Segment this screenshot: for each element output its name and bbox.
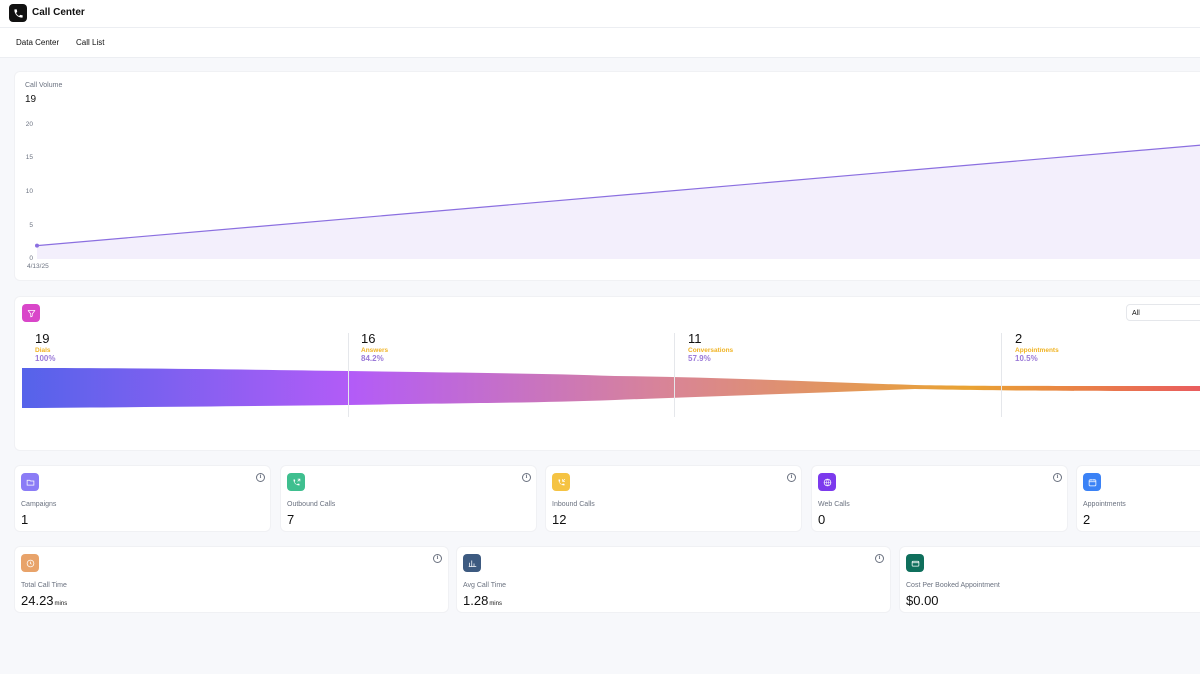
- wallet-icon: [906, 554, 924, 572]
- stat-value: 1.28mins: [463, 593, 502, 608]
- clock-icon: [21, 554, 39, 572]
- stat-value: 2: [1083, 512, 1091, 527]
- metric-unit: mins: [54, 601, 68, 607]
- folder-icon: [21, 473, 39, 491]
- stat-value: 24.23mins: [21, 593, 67, 608]
- tab-data-center[interactable]: Data Center: [16, 38, 60, 47]
- call-volume-card: Call Volume 19 20 15 10 5 0 4/13/25: [14, 71, 1200, 281]
- stat-value: 7: [287, 512, 295, 527]
- metric-card-total-call-time: i Total Call Time 24.23mins: [14, 546, 449, 613]
- stage-count: 19: [35, 331, 50, 346]
- stat-label: Avg Call Time: [463, 582, 507, 589]
- stat-label: Campaigns: [21, 501, 57, 508]
- phone-outgoing-icon: [287, 473, 305, 491]
- stat-label: Outbound Calls: [287, 501, 336, 508]
- stat-card-inbound-calls: i Inbound Calls 12: [545, 465, 802, 532]
- stage-percent: 10.5%: [1015, 354, 1038, 363]
- stage-percent: 57.9%: [688, 354, 711, 363]
- funnel-stage-appointments: 2 Appointments 10.5%: [1015, 331, 1059, 363]
- stat-card-appointments: Appointments 2: [1076, 465, 1200, 532]
- info-icon[interactable]: i: [875, 554, 884, 563]
- stat-card-campaigns: i Campaigns 1: [14, 465, 271, 532]
- metric-card-avg-call-time: i Avg Call Time 1.28mins: [456, 546, 891, 613]
- stat-value: 1: [21, 512, 29, 527]
- chart-icon: [463, 554, 481, 572]
- y-tick-label: 20: [25, 121, 33, 128]
- stat-card-web-calls: i Web Calls 0: [811, 465, 1068, 532]
- y-tick-label: 5: [29, 222, 33, 229]
- stage-name: Dials: [35, 347, 51, 354]
- metric-unit: mins: [489, 601, 502, 607]
- info-icon[interactable]: i: [256, 473, 265, 482]
- top-bar: Call Center: [0, 0, 1200, 28]
- phone-incoming-icon: [552, 473, 570, 491]
- metric-value: 1.28: [463, 593, 489, 608]
- stage-count: 11: [688, 331, 702, 346]
- info-icon[interactable]: i: [1053, 473, 1062, 482]
- funnel-filter-select[interactable]: All: [1126, 304, 1200, 321]
- stage-count: 16: [361, 331, 376, 346]
- stage-percent: 100%: [35, 354, 56, 363]
- stat-label: Total Call Time: [21, 582, 67, 589]
- funnel-stage-conversations: 11 Conversations 57.9%: [688, 331, 733, 363]
- funnel-stage-answers: 16 Answers 84.2%: [361, 331, 388, 363]
- y-tick-label: 15: [25, 154, 33, 161]
- stage-percent: 84.2%: [361, 354, 384, 363]
- stat-value: 12: [552, 512, 567, 527]
- call-volume-chart: [35, 144, 1200, 259]
- info-icon[interactable]: i: [787, 473, 796, 482]
- stat-label: Web Calls: [818, 501, 850, 508]
- stage-name: Answers: [361, 347, 389, 354]
- metric-value: 24.23: [21, 593, 54, 608]
- y-tick-label: 0: [29, 255, 33, 262]
- nav-bar: Data Center Call List: [0, 28, 1200, 58]
- y-tick-label: 10: [25, 188, 33, 195]
- tab-call-list[interactable]: Call List: [76, 38, 105, 47]
- stage-divider: [674, 333, 675, 417]
- stat-label: Appointments: [1083, 501, 1126, 508]
- funnel-chart: [22, 368, 1200, 408]
- stage-name: Appointments: [1015, 347, 1059, 354]
- stat-card-outbound-calls: i Outbound Calls 7: [280, 465, 537, 532]
- stat-label: Cost Per Booked Appointment: [906, 582, 1000, 589]
- info-icon[interactable]: i: [433, 554, 442, 563]
- call-volume-area: [37, 145, 1200, 259]
- stat-value: $0.00: [906, 593, 939, 608]
- funnel-stage-dials: 19 Dials 100%: [35, 331, 55, 363]
- stat-value: 0: [818, 512, 826, 527]
- funnel-card: All 19 Dials 100% 16 Answers 84.2% 11 Co…: [14, 296, 1200, 451]
- stage-divider: [1001, 333, 1002, 417]
- stat-label: Inbound Calls: [552, 501, 595, 508]
- phone-icon: [9, 4, 27, 22]
- globe-icon: [818, 473, 836, 491]
- call-volume-line: [36, 144, 1200, 247]
- stage-divider: [348, 333, 349, 417]
- call-volume-label: Call Volume: [25, 82, 63, 89]
- stage-name: Conversations: [688, 347, 734, 354]
- call-volume-total: 19: [25, 94, 37, 105]
- funnel-band: [22, 368, 1200, 408]
- metric-card-cost-per-appointment: Cost Per Booked Appointment $0.00: [899, 546, 1200, 613]
- calendar-icon: [1083, 473, 1101, 491]
- filter-icon: [22, 304, 40, 322]
- x-tick-label: 4/13/25: [27, 263, 49, 270]
- call-volume-point: [35, 243, 39, 248]
- stage-count: 2: [1015, 331, 1023, 346]
- app-title: Call Center: [32, 7, 85, 18]
- info-icon[interactable]: i: [522, 473, 531, 482]
